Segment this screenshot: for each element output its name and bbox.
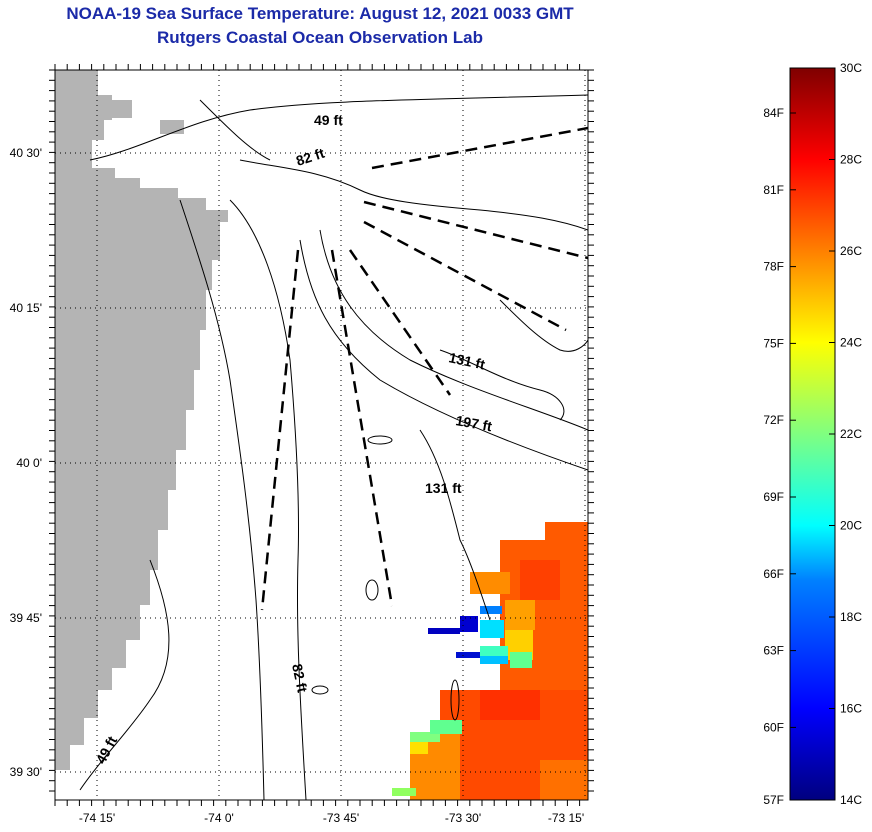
land-mass	[55, 70, 228, 770]
colorbar-celsius-label: 16C	[840, 702, 862, 716]
latitude-labels: 40 30' 40 15' 40 0' 39 45' 39 30'	[10, 146, 42, 779]
contour-label: 131 ft	[425, 480, 462, 496]
colorbar-fahrenheit-label: 69F	[763, 490, 784, 504]
frame-ticks	[49, 64, 594, 806]
temperature-colorbar: 84F 81F 78F 75F 72F 69F 66F 63F 60F 57F 30C 28C 26C…	[763, 61, 862, 807]
contour-label: 49 ft	[314, 112, 343, 128]
lon-tick-label: -73 15'	[548, 811, 584, 825]
map-title: NOAA-19 Sea Surface Temperature: August …	[66, 4, 574, 23]
colorbar-celsius-label: 22C	[840, 427, 862, 441]
longitude-labels: -74 15' -74 0' -73 45' -73 30' -73 15'	[79, 811, 584, 825]
map-frame	[54, 69, 589, 801]
lon-tick-label: -73 30'	[445, 811, 481, 825]
lat-tick-label: 40 30'	[10, 146, 42, 160]
bathymetry-contours	[79, 94, 588, 800]
colorbar-fahrenheit-label: 63F	[763, 644, 784, 658]
colorbar-celsius-label: 28C	[840, 153, 862, 167]
contour-label: 82 ft	[289, 662, 311, 694]
colorbar-fahrenheit-label: 72F	[763, 413, 784, 427]
lat-tick-label: 40 15'	[10, 301, 42, 315]
colorbar-fahrenheit-label: 75F	[763, 336, 784, 350]
colorbar-fahrenheit-label: 81F	[763, 183, 784, 197]
colorbar-fahrenheit-label: 60F	[763, 720, 784, 734]
map-subtitle: Rutgers Coastal Ocean Observation Lab	[157, 28, 483, 47]
colorbar-fahrenheit-label: 78F	[763, 260, 784, 274]
lat-tick-label: 39 30'	[10, 765, 42, 779]
contour-label: 197 ft	[454, 412, 493, 434]
colorbar-celsius-label: 20C	[840, 519, 862, 533]
colorbar-celsius-label: 24C	[840, 336, 862, 350]
lat-tick-label: 40 0'	[16, 456, 42, 470]
transect-lines	[260, 126, 588, 611]
contour-label: 131 ft	[447, 349, 486, 372]
colorbar-fahrenheit-label: 84F	[763, 106, 784, 120]
colorbar-celsius-label: 14C	[840, 793, 862, 807]
graticule	[55, 70, 588, 800]
colorbar-fahrenheit-label: 57F	[763, 793, 784, 807]
colorbar-celsius-label: 30C	[840, 61, 862, 75]
lon-tick-label: -74 15'	[79, 811, 115, 825]
lon-tick-label: -74 0'	[204, 811, 234, 825]
sst-data-patches	[392, 522, 588, 800]
lon-tick-label: -73 45'	[323, 811, 359, 825]
lat-tick-label: 39 45'	[10, 611, 42, 625]
colorbar-celsius-label: 26C	[840, 244, 862, 258]
colorbar-celsius-label: 18C	[840, 610, 862, 624]
colorbar-fahrenheit-label: 66F	[763, 567, 784, 581]
